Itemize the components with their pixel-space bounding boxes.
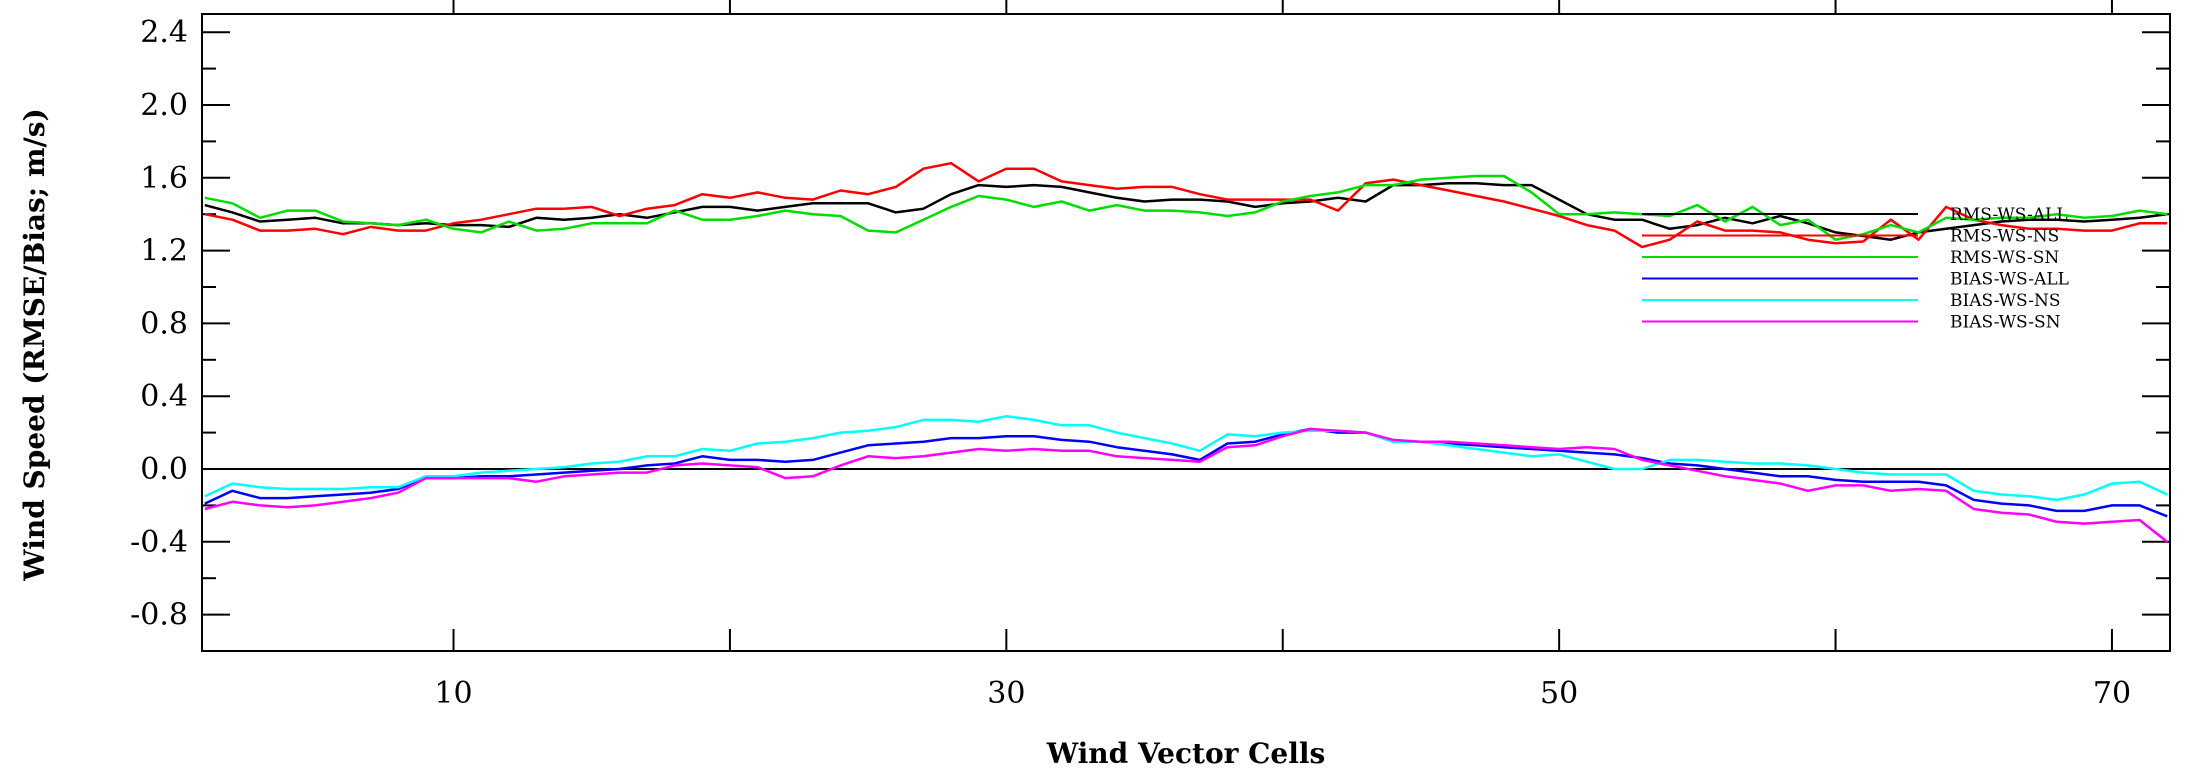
legend-label: RMS-WS-SN [1950, 248, 2059, 268]
y-tick-label: 0.4 [140, 379, 188, 414]
series-line-bias-ws-all [204, 427, 2168, 518]
series-line-rms-ws-sn [204, 174, 2168, 241]
y-axis-title: Wind Speed (RMSE/Bias; m/s) [18, 108, 51, 582]
y-tick-label: 0.8 [140, 306, 188, 341]
plot-frame [201, 13, 2171, 652]
series-line-rms-ws-all [204, 182, 2168, 241]
legend: RMS-WS-ALLRMS-WS-NSRMS-WS-SNBIAS-WS-ALLB… [1642, 205, 2069, 333]
legend-label: RMS-WS-ALL [1950, 205, 2068, 225]
legend-label: BIAS-WS-ALL [1950, 270, 2069, 290]
x-tick-label: 30 [987, 676, 1025, 711]
y-tick-label: -0.4 [130, 525, 188, 560]
series-line-rms-ws-ns [204, 161, 2168, 249]
y-tick-label: -0.8 [130, 598, 188, 633]
legend-label: BIAS-WS-SN [1950, 313, 2061, 333]
series-line-bias-ws-sn [204, 427, 2168, 543]
legend-label: BIAS-WS-NS [1950, 291, 2061, 311]
axis-ticks [202, 0, 2170, 651]
y-tick-label: 2.4 [140, 15, 188, 50]
x-axis-title: Wind Vector Cells [1046, 737, 1326, 770]
legend-label: RMS-WS-NS [1950, 227, 2059, 247]
x-tick-label: 50 [1540, 676, 1578, 711]
x-tick-label: 10 [434, 676, 472, 711]
y-tick-label: 1.6 [140, 161, 188, 196]
y-tick-label: 1.2 [140, 234, 188, 269]
x-tick-label: 70 [2093, 676, 2131, 711]
series-layer [204, 161, 2168, 543]
y-tick-label: 2.0 [140, 88, 188, 123]
y-tick-label: 0.0 [140, 452, 188, 487]
axis-tick-labels: 2.4 2.0 1.6 1.2 0.8 0.4 0.0 -0.4 -0.8 10 30 50 70 [130, 15, 2131, 711]
series-line-bias-ws-ns [204, 414, 2168, 502]
